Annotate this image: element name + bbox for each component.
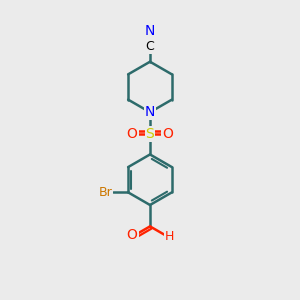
Text: C: C (146, 40, 154, 53)
Text: Br: Br (98, 186, 112, 199)
Text: H: H (165, 230, 175, 243)
Text: O: O (162, 127, 173, 141)
Text: O: O (127, 228, 138, 242)
Text: N: N (145, 23, 155, 38)
Text: O: O (127, 127, 138, 141)
Text: N: N (145, 105, 155, 119)
Text: S: S (146, 127, 154, 141)
